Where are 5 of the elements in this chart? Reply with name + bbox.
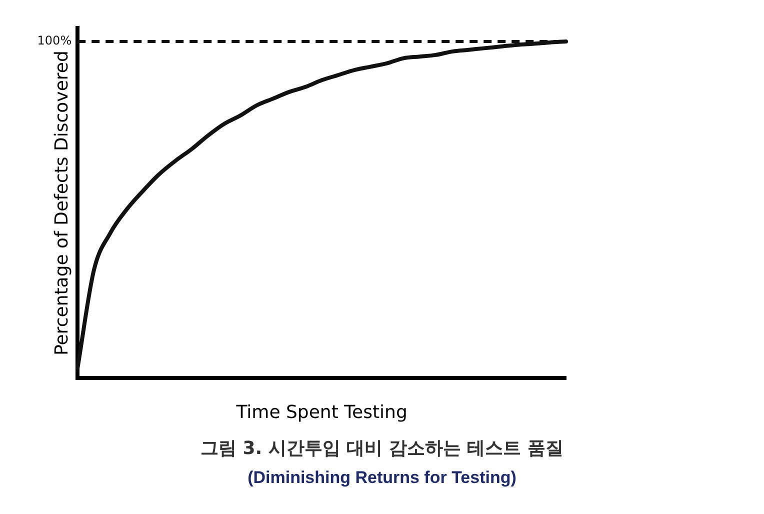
y-axis-title: Percentage of Defects Discovered — [51, 50, 72, 356]
text: (Diminishing Returns for Testing) — [246, 468, 518, 488]
text: 그림 3. 시간투입 대비 감소하는 테스트 품질 — [200, 437, 564, 460]
ref-line-label: 100% — [37, 34, 72, 48]
x-axis-title: Time Spent Testing — [235, 402, 408, 423]
